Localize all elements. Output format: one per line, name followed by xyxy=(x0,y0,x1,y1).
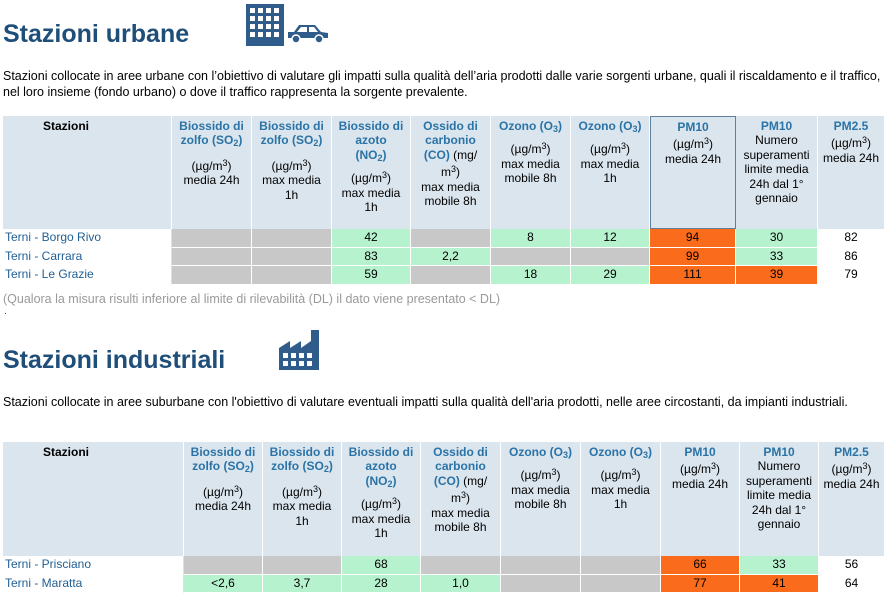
cell-pm25: 82 xyxy=(818,229,885,248)
station-link[interactable]: Terni - Borgo Rivo xyxy=(3,229,172,248)
cell-o3-1h xyxy=(581,556,661,575)
table-row: Terni - Prisciano 68 66 33 56 xyxy=(3,556,885,575)
cell-so2-24h xyxy=(172,229,252,248)
cell-pm10: 94 xyxy=(650,229,736,248)
section-description-urban: Stazioni collocate in aree urbane con l’… xyxy=(3,68,883,100)
cell-so2-1h xyxy=(252,248,332,267)
header-no2: Biossido di azoto(NO2) (µg/m3) max media… xyxy=(342,442,421,556)
table-row: Terni - Borgo Rivo 42 8 12 94 30 82 xyxy=(3,229,885,248)
header-stations: Stazioni xyxy=(3,116,172,229)
cell-pm10-exceedances: 33 xyxy=(740,556,819,575)
cell-co: 2,2 xyxy=(411,248,491,267)
cell-no2: 42 xyxy=(332,229,411,248)
table-row: Terni - Carrara 83 2,2 99 33 86 xyxy=(3,248,885,267)
cell-no2: 28 xyxy=(342,575,421,593)
cell-pm10: 99 xyxy=(650,248,736,267)
header-so2-1h: Biossido di zolfo (SO2) (µg/m3) max medi… xyxy=(263,442,342,556)
cell-pm10: 111 xyxy=(650,266,736,285)
header-stations: Stazioni xyxy=(3,442,184,556)
cell-so2-24h xyxy=(172,266,252,285)
industrial-stations-table: Stazioni Biossido di zolfo (SO2) (µg/m3)… xyxy=(3,442,885,593)
table-row: Terni - Maratta <2,6 3,7 28 1,0 77 41 64 xyxy=(3,575,885,593)
header-pm10[interactable]: PM10 (µg/m3) media 24h xyxy=(650,116,736,229)
cell-no2: 59 xyxy=(332,266,411,285)
header-co: Ossido di carbonio (CO) (mg/ m3) max med… xyxy=(421,442,501,556)
cell-pm10-exceedances: 30 xyxy=(736,229,818,248)
cell-o3-8h xyxy=(491,248,571,267)
cell-o3-8h: 8 xyxy=(491,229,571,248)
cell-o3-1h: 29 xyxy=(571,266,650,285)
cell-co xyxy=(411,266,491,285)
cell-pm10-exceedances: 39 xyxy=(736,266,818,285)
header-no2: Biossido di azoto(NO2) (µg/m3) max media… xyxy=(332,116,411,229)
factory-icon xyxy=(277,328,323,372)
cell-pm25: 79 xyxy=(818,266,885,285)
cell-o3-8h xyxy=(501,575,581,593)
station-link[interactable]: Terni - Le Grazie xyxy=(3,266,172,285)
header-co: Ossido di carbonio (CO) (mg/ m3) max med… xyxy=(411,116,491,229)
table-row: Terni - Le Grazie 59 18 29 111 39 79 xyxy=(3,266,885,285)
cell-co xyxy=(421,556,501,575)
cell-pm10: 66 xyxy=(661,556,740,575)
cell-so2-24h xyxy=(172,248,252,267)
header-pm10: PM10 (µg/m3) media 24h xyxy=(661,442,740,556)
header-so2-1h: Biossido di zolfo (SO2) (µg/m3) max medi… xyxy=(252,116,332,229)
header-so2-24h: Biossido di zolfo (SO2) (µg/m3) media 24… xyxy=(184,442,263,556)
cell-pm25: 56 xyxy=(819,556,885,575)
urban-stations-table: Stazioni Biossido di zolfo (SO2) (µg/m3)… xyxy=(3,116,885,285)
header-pm25: PM2.5 (µg/m3) media 24h xyxy=(819,442,885,556)
header-pm10-exceedances: PM10 Numero superamenti limite media 24h… xyxy=(736,116,818,229)
separator-dot: . xyxy=(4,306,7,317)
cell-o3-8h xyxy=(501,556,581,575)
cell-pm25: 86 xyxy=(818,248,885,267)
cell-pm10: 77 xyxy=(661,575,740,593)
detection-limit-note: (Qualora la misura risulti inferiore al … xyxy=(3,292,500,306)
header-o3-1h: Ozono (O3) (µg/m3) max media 1h xyxy=(571,116,650,229)
cell-pm10-exceedances: 33 xyxy=(736,248,818,267)
station-link[interactable]: Terni - Carrara xyxy=(3,248,172,267)
cell-o3-1h xyxy=(581,575,661,593)
station-link[interactable]: Terni - Prisciano xyxy=(3,556,184,575)
cell-so2-24h xyxy=(184,556,263,575)
cell-o3-1h: 12 xyxy=(571,229,650,248)
station-link[interactable]: Terni - Maratta xyxy=(3,575,184,593)
header-o3-8h: Ozono (O3) (µg/m3) max media mobile 8h xyxy=(501,442,581,556)
cell-so2-1h xyxy=(252,229,332,248)
cell-so2-24h: <2,6 xyxy=(184,575,263,593)
section-description-industrial: Stazioni collocate in aree suburbane con… xyxy=(3,394,883,410)
cell-so2-1h: 3,7 xyxy=(263,575,342,593)
cell-co xyxy=(411,229,491,248)
cell-so2-1h xyxy=(252,266,332,285)
cell-o3-8h: 18 xyxy=(491,266,571,285)
cell-o3-1h xyxy=(571,248,650,267)
header-so2-24h: Biossido di zolfo (SO2) (µg/m3) media 24… xyxy=(172,116,252,229)
cell-co: 1,0 xyxy=(421,575,501,593)
header-o3-1h: Ozono (O3) (µg/m3) max media 1h xyxy=(581,442,661,556)
cell-no2: 68 xyxy=(342,556,421,575)
header-pm25: PM2.5 (µg/m3) media 24h xyxy=(818,116,885,229)
cell-pm25: 64 xyxy=(819,575,885,593)
cell-so2-1h xyxy=(263,556,342,575)
section-title-industrial: Stazioni industriali xyxy=(3,346,225,375)
cell-no2: 83 xyxy=(332,248,411,267)
cell-pm10-exceedances: 41 xyxy=(740,575,819,593)
city-traffic-icon xyxy=(244,2,330,47)
header-pm10-exceedances: PM10 Numero superamenti limite media 24h… xyxy=(740,442,819,556)
header-o3-8h: Ozono (O3) (µg/m3) max media mobile 8h xyxy=(491,116,571,229)
section-title-urban: Stazioni urbane xyxy=(3,20,189,49)
